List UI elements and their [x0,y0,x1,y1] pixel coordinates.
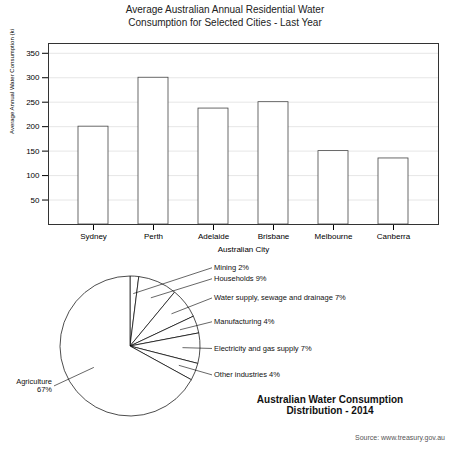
svg-text:Brisbane: Brisbane [258,232,290,241]
svg-text:100: 100 [26,171,40,180]
svg-text:Manufacturing 4%: Manufacturing 4% [214,317,275,326]
svg-text:150: 150 [26,147,40,156]
svg-text:Mining 2%: Mining 2% [214,263,249,272]
html-text:Average Australian Annual Resi: Average Australian Annual Residential Wa… [125,4,325,28]
svg-text:Households 9%: Households 9% [214,274,267,283]
svg-text:50: 50 [31,196,40,205]
svg-text:Source: www.treasury.gov.au: Source: www.treasury.gov.au [355,434,445,442]
svg-text:Australian City: Australian City [218,245,270,254]
svg-text:Sydney: Sydney [80,232,107,241]
svg-text:Agriculture67%: Agriculture67% [16,377,52,394]
svg-text:Water supply, sewage and drain: Water supply, sewage and drainage 7% [214,293,346,302]
svg-text:Adelaide: Adelaide [198,232,230,241]
svg-text:Australian Water ConsumptionDi: Australian Water ConsumptionDistribution… [257,394,403,416]
svg-text:Canberra: Canberra [377,232,411,241]
svg-text:300: 300 [26,73,40,82]
svg-text:Perth: Perth [144,232,163,241]
svg-text:Electricity and gas supply 7%: Electricity and gas supply 7% [214,344,312,353]
svg-text:250: 250 [26,98,40,107]
svg-text:Average Annual Water Consumpti: Average Annual Water Consumption (kiloli… [9,29,15,134]
svg-text:350: 350 [26,49,40,58]
svg-text:Melbourne: Melbourne [315,232,353,241]
svg-text:200: 200 [26,122,40,131]
svg-text:Other industries 4%: Other industries 4% [214,370,280,379]
